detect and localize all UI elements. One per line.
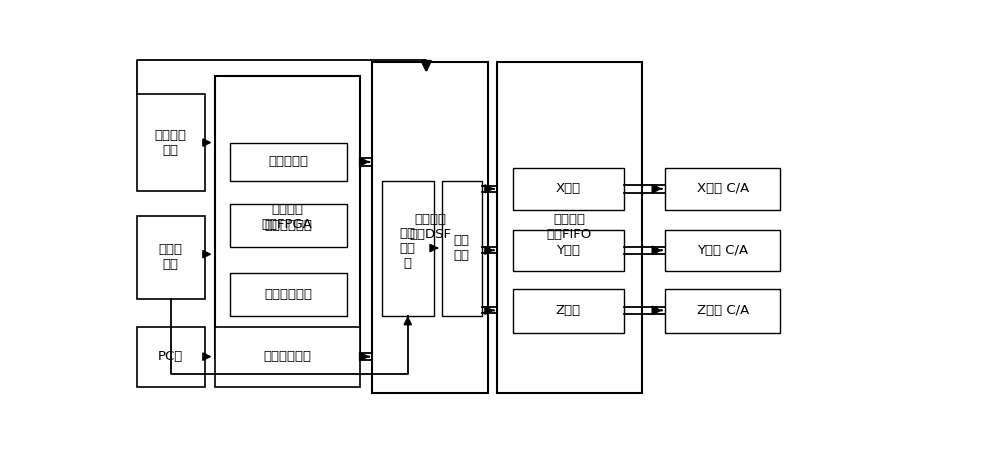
Text: 主采
样时
钟: 主采 样时 钟 — [400, 227, 416, 270]
Text: 数据缓存
模块FIFO: 数据缓存 模块FIFO — [547, 213, 592, 241]
Text: 波形地址产生: 波形地址产生 — [264, 288, 312, 301]
Bar — [215, 76, 360, 358]
Bar — [665, 230, 780, 271]
Bar — [512, 289, 624, 333]
Bar — [215, 327, 360, 387]
Text: PC机: PC机 — [158, 351, 183, 364]
Bar — [137, 327, 205, 387]
Bar — [382, 181, 434, 316]
Text: 波形存储模块: 波形存储模块 — [263, 351, 311, 364]
Text: Z方向: Z方向 — [556, 304, 581, 317]
Bar — [497, 62, 642, 393]
Bar — [137, 94, 205, 191]
Bar — [230, 143, 347, 181]
Text: 序列地址产生: 序列地址产生 — [264, 219, 312, 232]
Text: 序列存储
模块: 序列存储 模块 — [155, 129, 187, 157]
Text: Y方向: Y方向 — [556, 244, 580, 257]
Text: X方向: X方向 — [556, 182, 581, 195]
Bar — [230, 204, 347, 247]
Text: Z方向 C/A: Z方向 C/A — [697, 304, 749, 317]
Text: 主采样时钟: 主采样时钟 — [268, 155, 308, 168]
Bar — [665, 168, 780, 210]
Text: 数值运算
模块DSF: 数值运算 模块DSF — [409, 213, 451, 241]
Text: 序列产生
模块FPGA: 序列产生 模块FPGA — [262, 203, 313, 231]
Bar — [665, 289, 780, 333]
Bar — [442, 181, 482, 316]
Bar — [512, 230, 624, 271]
Bar — [230, 274, 347, 316]
Bar — [372, 62, 488, 393]
Bar — [512, 168, 624, 210]
Text: 脉冲控
制器: 脉冲控 制器 — [159, 243, 183, 271]
Bar — [137, 216, 205, 299]
Text: 矩阵
乘法: 矩阵 乘法 — [454, 234, 470, 262]
Text: Y方向 C/A: Y方向 C/A — [697, 244, 748, 257]
Text: X方向 C/A: X方向 C/A — [697, 182, 749, 195]
